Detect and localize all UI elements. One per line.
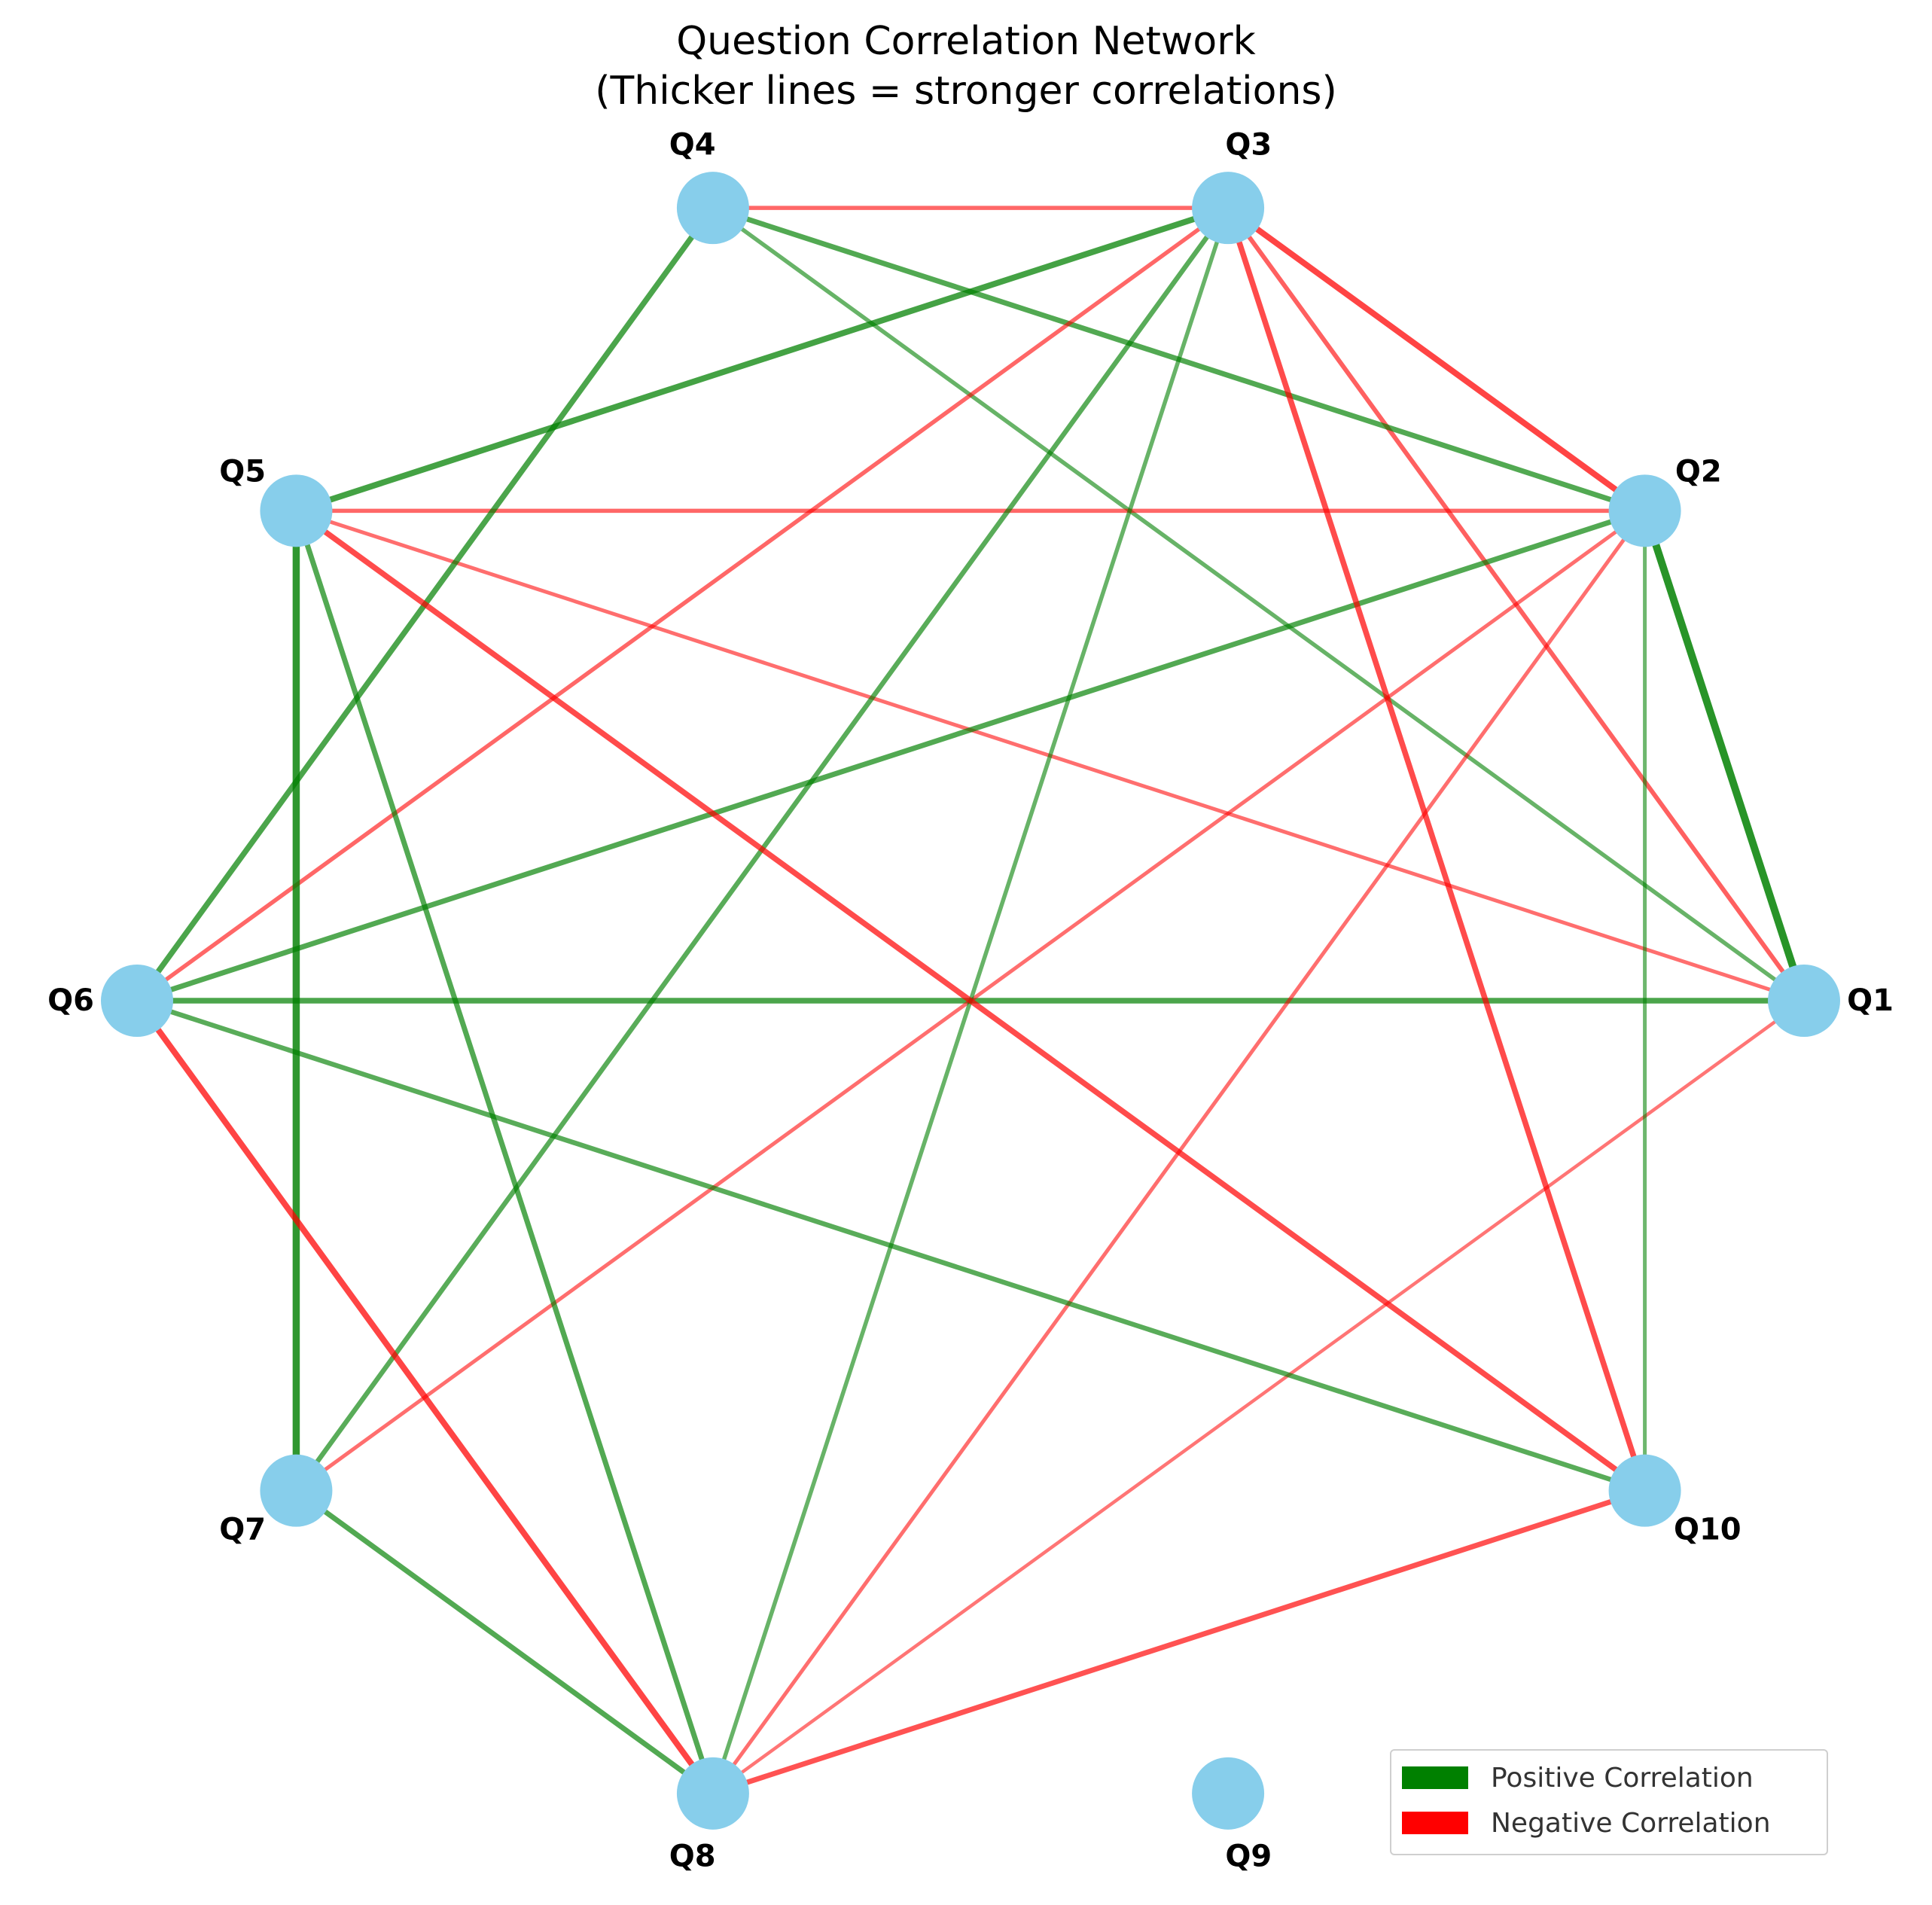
node-label-q10: Q10	[1674, 1512, 1742, 1547]
edge-q5-q10	[293, 507, 1648, 1494]
edge-q1-q4	[711, 206, 1806, 1003]
node-label-q6: Q6	[47, 983, 94, 1018]
legend-positive: Positive Correlation	[1402, 1762, 1754, 1794]
node-label-q2: Q2	[1675, 455, 1722, 489]
positive-swatch	[1402, 1766, 1468, 1789]
node-q9	[1192, 1757, 1265, 1830]
chart-title: Question Correlation Network (Thicker li…	[0, 17, 1932, 116]
legend-negative-label: Negative Correlation	[1491, 1807, 1771, 1839]
legend-positive-label: Positive Correlation	[1491, 1762, 1754, 1794]
node-q2	[1608, 474, 1681, 547]
edge-q5-q8	[293, 507, 716, 1797]
node-q1	[1768, 965, 1840, 1037]
node-q5	[260, 474, 333, 547]
negative-swatch	[1402, 1812, 1468, 1834]
edge-q1-q2	[1641, 507, 1808, 1004]
node-q3	[1192, 172, 1265, 245]
node-q8	[676, 1757, 749, 1830]
node-q6	[101, 965, 173, 1037]
title-line-2: (Thicker lines = stronger correlations)	[595, 69, 1337, 114]
node-label-q7: Q7	[219, 1512, 266, 1547]
edge-q3-q10	[1225, 205, 1648, 1494]
node-label-q4: Q4	[669, 127, 716, 162]
edge-q7-q8	[293, 1488, 716, 1797]
edge-q3-q5	[293, 205, 1232, 514]
node-label-q5: Q5	[219, 455, 266, 489]
node-q4	[676, 172, 749, 245]
legend-negative: Negative Correlation	[1402, 1807, 1771, 1839]
edge-q3-q6	[135, 206, 1230, 1003]
legend: Positive Correlation Negative Correlatio…	[1390, 1749, 1828, 1855]
edge-q1-q8	[711, 998, 1806, 1796]
node-label-q3: Q3	[1225, 127, 1272, 162]
node-label-q9: Q9	[1225, 1839, 1272, 1874]
node-labels-layer: Q1 Q2 Q3 Q4 Q5 Q6 Q7 Q8 Q9 Q10	[47, 127, 1894, 1873]
edge-q2-q3	[1225, 205, 1648, 514]
node-q7	[260, 1454, 333, 1527]
node-label-q1: Q1	[1847, 983, 1894, 1018]
node-label-q8: Q8	[669, 1839, 716, 1874]
edge-q6-q10	[134, 998, 1647, 1493]
edges-layer	[134, 205, 1808, 1797]
title-line-1: Question Correlation Network	[676, 19, 1256, 64]
node-q10	[1608, 1454, 1681, 1527]
edge-q8-q10	[710, 1488, 1648, 1797]
edge-q2-q6	[134, 507, 1648, 1004]
nodes-layer	[101, 172, 1840, 1830]
edge-q6-q8	[134, 998, 716, 1797]
